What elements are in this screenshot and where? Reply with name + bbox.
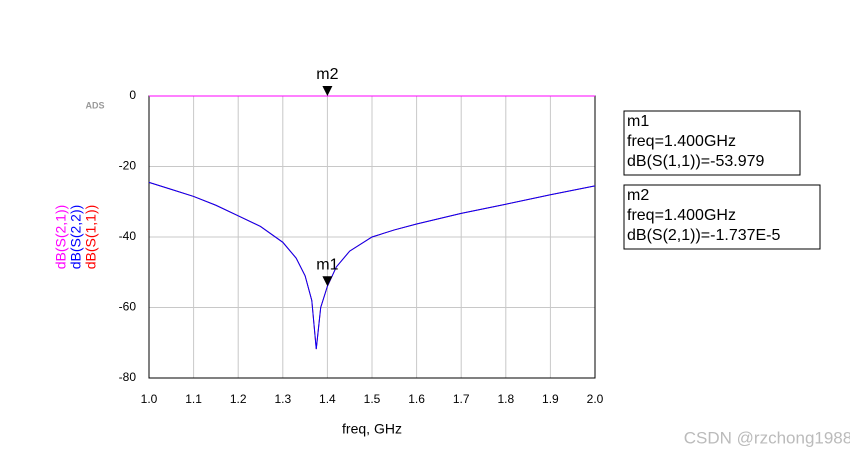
y-axis-label: dB(S(1,1)) [83, 205, 99, 270]
marker-triangle [322, 276, 333, 287]
marker-triangle [322, 86, 333, 97]
marker-box-line: dB(S(2,1))=-1.737E-5 [627, 227, 781, 244]
ads-logo: ADS [85, 100, 104, 110]
y-tick-label: 0 [129, 88, 136, 102]
y-axis-label: dB(S(2,1)) [53, 205, 69, 270]
marker-box-line: m2 [627, 187, 649, 204]
x-tick-label: 1.7 [453, 392, 470, 406]
marker-box-frame [623, 184, 821, 250]
marker-box: m1 freq=1.400GHz dB(S(1,1))=-53.979 [623, 110, 801, 176]
marker-box-line: dB(S(1,1))=-53.979 [627, 153, 765, 170]
watermark: CSDN @rzchong1988 [684, 428, 850, 447]
x-tick-label: 1.1 [185, 392, 202, 406]
marker-box-line: m1 [627, 113, 649, 130]
x-tick-label: 1.5 [364, 392, 381, 406]
x-tick-label: 1.6 [408, 392, 425, 406]
marker-box-line: freq=1.400GHz [627, 207, 736, 224]
x-tick-label: 1.3 [274, 392, 291, 406]
x-tick-label: 1.4 [319, 392, 336, 406]
y-axis-label: dB(S(2,2)) [68, 205, 84, 270]
x-tick-label: 1.0 [141, 392, 158, 406]
marker-label: m1 [316, 256, 338, 273]
marker-label: m2 [316, 66, 338, 83]
y-tick-label: -40 [119, 229, 137, 243]
marker-box-line: freq=1.400GHz [627, 133, 736, 150]
y-tick-label: -20 [119, 159, 137, 173]
marker-box: m2 freq=1.400GHz dB(S(2,1))=-1.737E-5 [623, 184, 821, 250]
x-tick-label: 2.0 [587, 392, 604, 406]
x-tick-label: 1.8 [497, 392, 514, 406]
marker-box-frame [623, 110, 801, 176]
series-line [148, 181, 596, 350]
x-axis-label: freq, GHz [342, 421, 402, 437]
x-tick-label: 1.9 [542, 392, 559, 406]
x-tick-label: 1.2 [230, 392, 247, 406]
y-tick-label: -60 [119, 300, 137, 314]
y-tick-label: -80 [119, 370, 137, 384]
